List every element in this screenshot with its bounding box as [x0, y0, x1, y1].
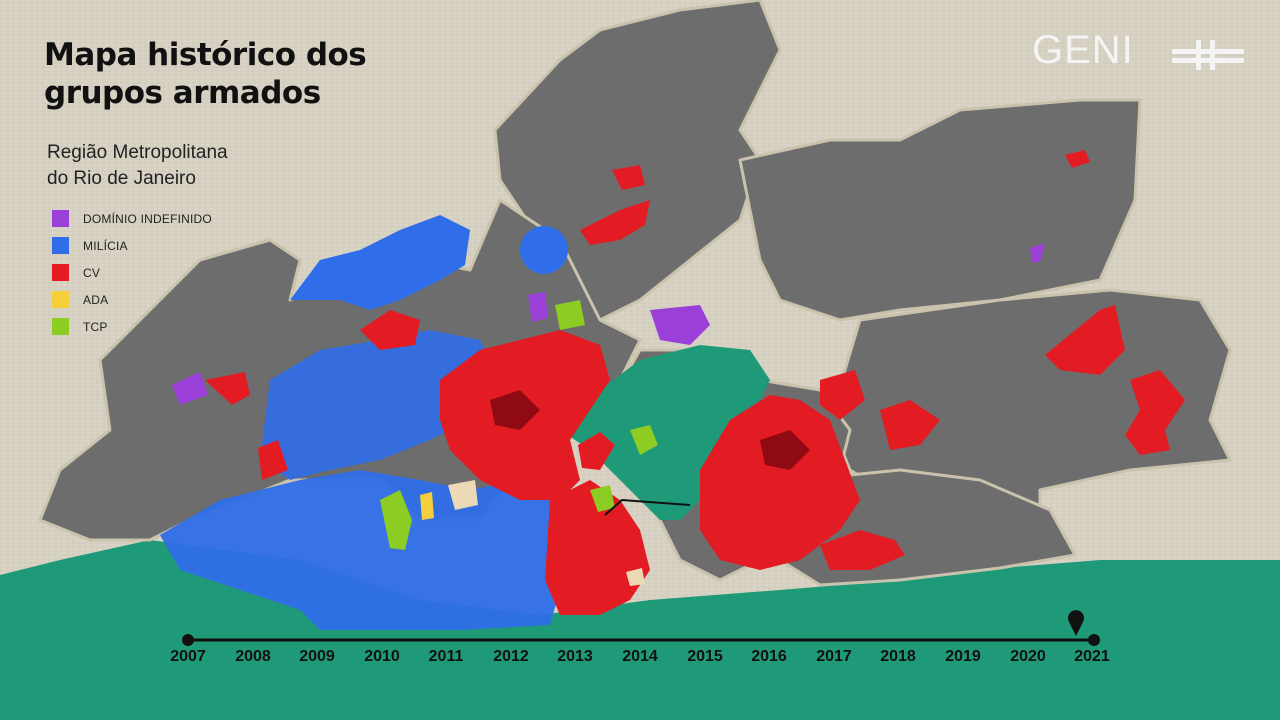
page-subtitle: Região Metropolitana do Rio de Janeiro — [47, 140, 307, 192]
legend: DOMÍNIO INDEFINIDO MILÍCIA CV ADA TCP — [52, 205, 212, 340]
cv-east-1 — [1045, 305, 1125, 375]
timeline-year[interactable]: 2008 — [235, 648, 271, 665]
milicia-west-zone — [160, 470, 570, 630]
legend-swatch — [52, 291, 69, 308]
timeline-year[interactable]: 2018 — [880, 648, 916, 665]
legend-item-dominio: DOMÍNIO INDEFINIDO — [52, 205, 212, 232]
timeline-year[interactable]: 2010 — [364, 648, 400, 665]
geni-logo: GENI — [1032, 28, 1134, 72]
rio-niteroi-bridge — [604, 498, 691, 516]
legend-item-ada: ADA — [52, 286, 212, 313]
timeline-end-dot[interactable] — [1088, 634, 1100, 646]
cv-east-2 — [1125, 370, 1185, 455]
legend-item-milicia: MILÍCIA — [52, 232, 212, 259]
cv-niteroi-zone — [700, 395, 860, 570]
timeline-year[interactable]: 2016 — [751, 648, 787, 665]
legend-label: CV — [83, 265, 101, 280]
milicia-north — [290, 215, 470, 310]
legend-item-cv: CV — [52, 259, 212, 286]
subtitle-line-1: Região Metropolitana — [47, 142, 228, 163]
cv-north-1 — [580, 200, 650, 245]
legend-label: TCP — [83, 319, 108, 334]
cv-west-1 — [205, 372, 250, 405]
milicia-circle — [520, 226, 568, 274]
tcp-3 — [630, 425, 658, 455]
cv-far-ne — [1065, 150, 1090, 168]
timeline-marker-pin[interactable] — [1068, 610, 1084, 636]
ada-2 — [448, 480, 478, 510]
dominio-2 — [172, 372, 208, 405]
tcp-4 — [590, 485, 615, 512]
timeline-year[interactable]: 2009 — [299, 648, 335, 665]
legend-swatch — [52, 210, 69, 227]
timeline-year[interactable]: 2014 — [622, 648, 658, 665]
timeline-year[interactable]: 2011 — [428, 648, 464, 665]
cv-south-zone — [545, 480, 650, 615]
cv-north-3 — [360, 310, 420, 350]
cv-east-3 — [880, 400, 940, 450]
title-line-2: grupos armados — [44, 75, 321, 111]
timeline-start-dot[interactable] — [182, 634, 194, 646]
cv-bay-island — [578, 432, 615, 470]
ada-1 — [420, 492, 434, 520]
cv-southeast — [820, 530, 905, 570]
cv-east-4 — [820, 370, 865, 420]
cv-dark-2 — [760, 430, 810, 470]
dominio-3 — [1030, 243, 1045, 262]
legend-swatch — [52, 318, 69, 335]
cv-west-2 — [258, 440, 288, 480]
page-title: Mapa histórico dos grupos armados — [44, 36, 404, 112]
timeline — [182, 610, 1100, 646]
cv-north-2 — [612, 165, 645, 190]
ada-3 — [626, 568, 645, 586]
timeline-year[interactable]: 2013 — [557, 648, 593, 665]
title-line-1: Mapa histórico dos — [44, 37, 367, 73]
subtitle-line-2: do Rio de Janeiro — [47, 168, 196, 189]
dominio-4 — [528, 292, 548, 322]
timeline-year[interactable]: 2019 — [945, 648, 981, 665]
legend-swatch — [52, 237, 69, 254]
hash-logo-icon — [1172, 40, 1244, 70]
guanabara-bay — [560, 345, 770, 520]
tcp-2 — [555, 300, 585, 330]
legend-label: DOMÍNIO INDEFINIDO — [83, 211, 212, 226]
legend-label: ADA — [83, 292, 109, 307]
timeline-year[interactable]: 2015 — [687, 648, 723, 665]
legend-swatch — [52, 264, 69, 281]
timeline-year[interactable]: 2021 — [1074, 648, 1110, 665]
milicia-mid — [260, 330, 500, 480]
dominio-1 — [650, 305, 710, 345]
timeline-year[interactable]: 2017 — [816, 648, 852, 665]
region-northeast — [738, 98, 1142, 322]
timeline-year[interactable]: 2012 — [493, 648, 529, 665]
legend-item-tcp: TCP — [52, 313, 212, 340]
timeline-year[interactable]: 2007 — [170, 648, 206, 665]
cv-dark-1 — [490, 390, 540, 430]
legend-label: MILÍCIA — [83, 238, 128, 253]
tcp-1 — [380, 490, 412, 550]
timeline-year[interactable]: 2020 — [1010, 648, 1046, 665]
